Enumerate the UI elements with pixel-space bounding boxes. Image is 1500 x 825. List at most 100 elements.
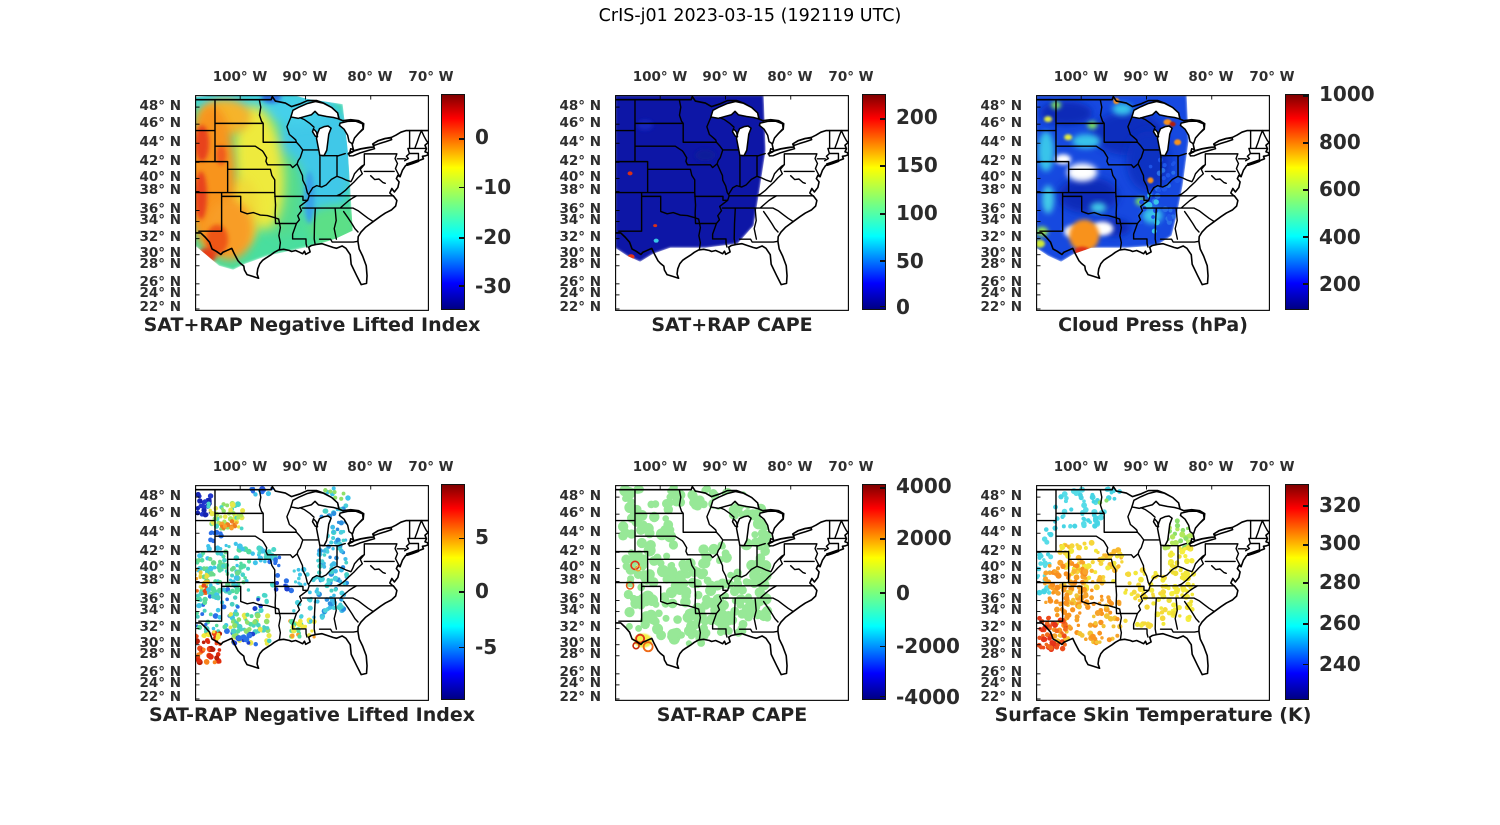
colorbar-tick-mark	[1303, 142, 1308, 144]
lat-tick-label: 24° N	[980, 285, 1022, 301]
lat-tick-label: 30° N	[559, 245, 601, 261]
colorbar-tick-label: 280	[1319, 570, 1361, 595]
lat-tick-label: 28° N	[139, 256, 181, 272]
lon-tick-label: 90° W	[1123, 69, 1169, 85]
lat-tick-label: 38° N	[980, 572, 1022, 588]
lon-tick-label: 90° W	[702, 69, 748, 85]
lat-tick-label: 24° N	[980, 675, 1022, 691]
colorbar-tick-label: 300	[1319, 531, 1361, 556]
colorbar-tick-mark	[880, 538, 885, 540]
lat-tick-label: 22° N	[139, 689, 181, 705]
lat-tick-label: 40° N	[139, 169, 181, 185]
lat-tick-label: 32° N	[559, 229, 601, 245]
map-surface-skin-temperature	[1036, 485, 1270, 701]
map-sat-plus-rap-cape	[615, 95, 849, 311]
colorbar-tick-label: 200	[1319, 272, 1361, 297]
colorbar-tick-mark	[880, 592, 885, 595]
lat-tick-label: 34° N	[980, 602, 1022, 618]
lon-tick-label: 100° W	[212, 459, 268, 475]
lat-tick-label: 44° N	[980, 524, 1022, 540]
lon-tick-label: 90° W	[282, 459, 328, 475]
lat-tick-label: 40° N	[980, 169, 1022, 185]
panel-title-sat-plus-rap-negative-lifted-index: SAT+RAP Negative Lifted Index	[143, 314, 481, 336]
lat-tick-label: 36° N	[139, 591, 181, 607]
axis-tick-marks	[615, 95, 792, 310]
lat-tick-label: 36° N	[980, 201, 1022, 217]
lat-tick-label: 30° N	[980, 635, 1022, 651]
lon-tick-label: 70° W	[408, 69, 454, 85]
colorbar-tick-label: 4000	[896, 474, 952, 499]
lat-tick-label: 42° N	[559, 153, 601, 169]
lat-tick-label: 26° N	[559, 664, 601, 680]
lat-tick-label: 30° N	[980, 245, 1022, 261]
lon-tick-label: 100° W	[632, 69, 688, 85]
colorbar-sat-minus-rap-cape	[862, 484, 886, 700]
colorbar-cloud-press	[1285, 94, 1309, 310]
lat-tick-label: 44° N	[980, 134, 1022, 150]
axis-tick-marks	[195, 95, 372, 310]
lon-tick-label: 70° W	[1249, 69, 1295, 85]
colorbar-tick-label: -2000	[896, 634, 960, 659]
lon-tick-label: 70° W	[408, 459, 454, 475]
figure-title: CrIS-j01 2023-03-15 (192119 UTC)	[598, 6, 902, 26]
colorbar-tick-label: 600	[1319, 177, 1361, 202]
lat-tick-label: 28° N	[559, 256, 601, 272]
lat-tick-label: 42° N	[139, 153, 181, 169]
colorbar-tick-label: 5	[475, 525, 489, 549]
colorbar-tick-label: 150	[896, 152, 938, 177]
colorbar-tick-mark	[459, 285, 464, 287]
colorbar-tick-mark	[459, 138, 464, 140]
lat-tick-label: 36° N	[139, 201, 181, 217]
lat-tick-label: 24° N	[139, 285, 181, 301]
lat-tick-label: 44° N	[559, 134, 601, 150]
colorbar-tick-label: 260	[1319, 611, 1361, 636]
colorbar-tick-label: 100	[896, 201, 938, 226]
colorbar-tick-label: 400	[1319, 224, 1361, 249]
lat-tick-label: 22° N	[980, 299, 1022, 315]
lon-tick-label: 70° W	[1249, 459, 1295, 475]
lat-tick-label: 46° N	[980, 505, 1022, 521]
colorbar-tick-mark	[1303, 236, 1308, 238]
colorbar-tick-label: 0	[475, 579, 489, 603]
lat-tick-label: 24° N	[139, 675, 181, 691]
lat-tick-label: 48° N	[139, 98, 181, 114]
lon-tick-label: 90° W	[282, 69, 328, 85]
lat-tick-label: 34° N	[559, 602, 601, 618]
lon-tick-label: 80° W	[1188, 459, 1234, 475]
colorbar-tick-mark	[880, 260, 885, 262]
lat-tick-label: 38° N	[139, 182, 181, 198]
lon-tick-label: 80° W	[1188, 69, 1234, 85]
lat-tick-label: 44° N	[559, 524, 601, 540]
lat-tick-label: 28° N	[139, 646, 181, 662]
lat-tick-label: 26° N	[559, 274, 601, 290]
lat-tick-label: 36° N	[980, 591, 1022, 607]
colorbar-tick-mark	[1303, 543, 1308, 546]
colorbar-tick-label: 320	[1319, 492, 1361, 517]
lat-tick-label: 36° N	[559, 201, 601, 217]
colorbar-tick-label: 50	[896, 248, 924, 273]
lat-tick-label: 32° N	[559, 619, 601, 635]
colorbar-tick-mark	[880, 212, 885, 215]
lon-tick-label: 100° W	[1053, 69, 1109, 85]
lon-tick-label: 70° W	[828, 459, 874, 475]
lat-tick-label: 40° N	[559, 559, 601, 575]
lat-tick-label: 46° N	[559, 115, 601, 131]
colorbar-tick-label: -20	[475, 225, 512, 250]
lon-tick-label: 80° W	[347, 69, 393, 85]
colorbar-tick-label: 1000	[1319, 82, 1375, 107]
lat-tick-label: 48° N	[139, 488, 181, 504]
lat-tick-label: 48° N	[980, 98, 1022, 114]
lat-tick-label: 42° N	[980, 543, 1022, 559]
lat-tick-label: 28° N	[559, 646, 601, 662]
colorbar-sat-minus-rap-negative-lifted-index	[441, 484, 465, 700]
colorbar-tick-label: 0	[896, 294, 910, 319]
lat-tick-label: 44° N	[139, 524, 181, 540]
colorbar-tick-mark	[459, 537, 464, 540]
colorbar-tick-label: 0	[896, 580, 910, 605]
lat-tick-label: 28° N	[980, 646, 1022, 662]
lat-tick-label: 46° N	[139, 115, 181, 131]
lat-tick-label: 32° N	[980, 229, 1022, 245]
lat-tick-label: 22° N	[139, 299, 181, 315]
lon-tick-label: 90° W	[1123, 459, 1169, 475]
map-sat-minus-rap-negative-lifted-index	[195, 485, 429, 701]
